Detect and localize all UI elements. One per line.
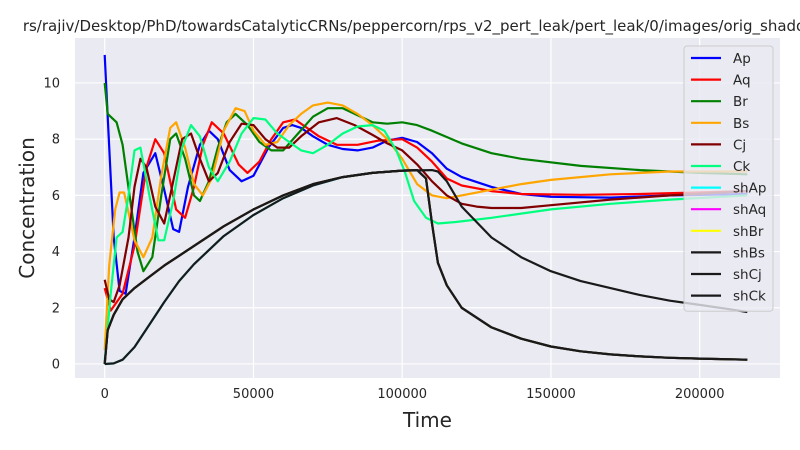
legend-label-shap: shAp: [733, 181, 766, 197]
x-tick-label: 150000: [526, 387, 576, 402]
x-tick-label: 50000: [233, 387, 274, 402]
y-axis-label: Concentration: [15, 137, 39, 278]
legend-label-shck: shCk: [733, 289, 766, 305]
chart-title: rs/rajiv/Desktop/PhD/towardsCatalyticCRN…: [23, 17, 800, 36]
x-axis-label: Time: [402, 408, 452, 432]
series-line-aq: [103, 118, 748, 312]
legend-label-aq: Aq: [733, 73, 751, 89]
y-tick-label: 0: [52, 357, 60, 372]
legend-frame: [683, 45, 774, 312]
plot-area: [75, 38, 780, 378]
legend-label-shbs: shBs: [733, 245, 765, 261]
legend-label-cj: Cj: [733, 137, 746, 153]
legend-label-shcj: shCj: [733, 267, 762, 283]
series-line-br: [103, 82, 748, 273]
x-tick-label: 200000: [675, 387, 725, 402]
legend-label-br: Br: [733, 94, 748, 110]
x-axis-ticks: 0 50000 100000 150000 200000: [101, 387, 725, 402]
series-line-shck: [103, 169, 748, 365]
x-tick-label: 0: [101, 387, 109, 402]
legend-label-bs: Bs: [733, 116, 749, 132]
legend-label-shaq: shAq: [733, 202, 766, 218]
y-axis-ticks: 0 2 4 6 8 10: [43, 76, 60, 372]
series-layer: [103, 54, 748, 366]
x-tick-label: 100000: [377, 387, 427, 402]
legend-label-ck: Ck: [733, 159, 750, 175]
legend-label-ap: Ap: [733, 51, 751, 67]
y-tick-label: 2: [52, 301, 60, 316]
y-tick-label: 8: [52, 133, 60, 148]
y-tick-label: 6: [52, 189, 60, 204]
legend-label-shbr: shBr: [733, 224, 764, 240]
legend: Ap Aq Br Bs Cj Ck shAp shAq shBr shBs shCj shCk: [683, 45, 774, 312]
y-tick-label: 4: [52, 245, 60, 260]
y-tick-label: 10: [43, 76, 60, 91]
